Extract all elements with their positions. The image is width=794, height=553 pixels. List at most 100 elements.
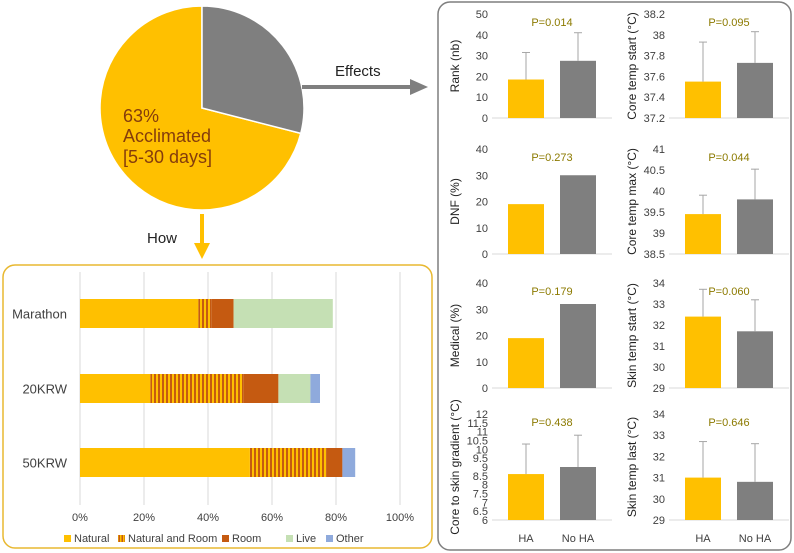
bar-no-ha bbox=[560, 175, 596, 254]
p-value-label: P=0.060 bbox=[708, 286, 749, 298]
bar-no-ha bbox=[737, 481, 773, 520]
pie-label-acclimated: Acclimated bbox=[123, 126, 211, 146]
category-label: 20KRW bbox=[22, 382, 67, 397]
legend-label: Natural bbox=[74, 533, 109, 545]
y-tick-label: 0 bbox=[482, 249, 488, 261]
effects-arrow bbox=[302, 79, 428, 95]
y-tick-label: 30 bbox=[476, 304, 488, 316]
y-axis-label: Skin temp start (°C) bbox=[625, 283, 639, 388]
y-tick-label: 8.5 bbox=[473, 471, 488, 483]
p-value-label: P=0.179 bbox=[531, 286, 572, 298]
y-tick-label: 40 bbox=[476, 144, 488, 156]
how-frame bbox=[2, 264, 433, 549]
bar-segment-natural-and-room bbox=[198, 299, 212, 328]
effect-panel: 37.2 37.4 37.6 37.8 38 38.2 Core temp start (°… bbox=[625, 9, 789, 125]
category-label: 50KRW bbox=[22, 456, 67, 471]
bar-ha bbox=[685, 81, 721, 118]
bar-no-ha bbox=[560, 304, 596, 388]
bar-segment-live bbox=[233, 299, 333, 328]
legend-label: Natural and Room bbox=[128, 533, 217, 545]
y-tick-label: 38 bbox=[653, 30, 665, 42]
y-axis-label: Core temp max (°C) bbox=[625, 148, 639, 255]
y-tick-label: 30 bbox=[476, 170, 488, 182]
bar-segment-natural bbox=[80, 448, 250, 477]
x-category-label: No HA bbox=[739, 533, 772, 545]
effect-panel: 38.5 39 39.5 40 40.5 41 Core temp max (°C) P=0.… bbox=[625, 144, 789, 261]
y-tick-label: 39 bbox=[653, 228, 665, 240]
y-tick-label: 9.5 bbox=[473, 453, 488, 465]
y-axis-label: DNF (%) bbox=[448, 178, 462, 225]
p-value-label: P=0.014 bbox=[531, 17, 572, 29]
category-label: Marathon bbox=[12, 307, 67, 322]
y-tick-label: 40 bbox=[653, 186, 665, 198]
p-value-label: P=0.044 bbox=[708, 152, 749, 164]
bar-segment-natural-and-room bbox=[150, 374, 244, 403]
bar-ha bbox=[685, 214, 721, 254]
y-tick-label: 6 bbox=[482, 515, 488, 527]
legend-swatch bbox=[64, 535, 71, 542]
legend-label: Other bbox=[336, 533, 364, 545]
pie-slice-other bbox=[201, 5, 305, 135]
effect-panel: 0 10 20 30 40 Medical (%) P=0.179 bbox=[448, 278, 612, 395]
y-tick-label: 6.5 bbox=[473, 506, 488, 518]
y-tick-label: 40 bbox=[476, 278, 488, 290]
bar-no-ha bbox=[737, 199, 773, 254]
legend-swatch bbox=[286, 535, 293, 542]
y-tick-label: 37.2 bbox=[644, 113, 665, 125]
legend-swatch bbox=[326, 535, 333, 542]
legend-label: Room bbox=[232, 533, 261, 545]
y-axis-label: Skin temp last (°C) bbox=[625, 417, 639, 517]
bar-ha bbox=[685, 477, 721, 520]
bar-segment-live bbox=[278, 374, 311, 403]
y-tick-label: 37.4 bbox=[644, 92, 665, 104]
bar-segment-other bbox=[342, 448, 356, 477]
bar-segment-other bbox=[310, 374, 320, 403]
p-value-label: P=0.095 bbox=[708, 17, 749, 29]
effect-panel: 29 30 31 32 33 34 Skin temp last (°C) P=0.646 HA… bbox=[625, 409, 789, 545]
y-tick-label: 30 bbox=[476, 51, 488, 63]
x-category-label: HA bbox=[695, 533, 711, 545]
y-tick-label: 0 bbox=[482, 383, 488, 395]
bar-segment-natural bbox=[80, 374, 151, 403]
y-tick-label: 34 bbox=[653, 278, 665, 290]
y-tick-label: 7 bbox=[482, 497, 488, 509]
pie-label-range: [5-30 days] bbox=[123, 147, 212, 167]
effect-panel: 0 10 20 30 40 DNF (%) P=0.273 bbox=[448, 144, 612, 261]
y-tick-label: 20 bbox=[476, 71, 488, 83]
x-tick-label: 20% bbox=[133, 512, 155, 524]
bar-ha bbox=[508, 474, 544, 520]
how-label: How bbox=[147, 230, 177, 247]
y-tick-label: 7.5 bbox=[473, 489, 488, 501]
y-tick-label: 11 bbox=[477, 427, 488, 439]
x-tick-label: 100% bbox=[386, 512, 414, 524]
effects-label: Effects bbox=[335, 63, 381, 80]
y-tick-label: 20 bbox=[476, 197, 488, 209]
y-tick-label: 10.5 bbox=[467, 436, 488, 448]
y-tick-label: 30 bbox=[653, 362, 665, 374]
how-arrow bbox=[194, 214, 210, 259]
p-value-label: P=0.438 bbox=[531, 417, 572, 429]
effect-panel: 0 10 20 30 40 50 Rank (nb) P=0.014 bbox=[448, 9, 612, 125]
legend-swatch bbox=[222, 535, 229, 542]
x-tick-label: 0% bbox=[72, 512, 88, 524]
bar-ha bbox=[508, 338, 544, 388]
y-axis-label: Core to skin gradient (°C) bbox=[448, 399, 462, 535]
bar-segment-room bbox=[243, 374, 279, 403]
x-tick-label: 40% bbox=[197, 512, 219, 524]
y-tick-label: 32 bbox=[653, 451, 665, 463]
y-tick-label: 33 bbox=[653, 299, 665, 311]
x-category-label: HA bbox=[518, 533, 534, 545]
y-tick-label: 10 bbox=[476, 357, 488, 369]
p-value-label: P=0.646 bbox=[708, 417, 749, 429]
bar-no-ha bbox=[737, 62, 773, 118]
y-tick-label: 30 bbox=[653, 494, 665, 506]
pie-label-percent: 63% bbox=[123, 106, 159, 126]
x-category-label: No HA bbox=[562, 533, 595, 545]
y-tick-label: 31 bbox=[653, 473, 665, 485]
bar-no-ha bbox=[560, 467, 596, 520]
bar-segment-room bbox=[211, 299, 234, 328]
y-tick-label: 39.5 bbox=[644, 207, 665, 219]
pie-chart bbox=[99, 5, 305, 211]
